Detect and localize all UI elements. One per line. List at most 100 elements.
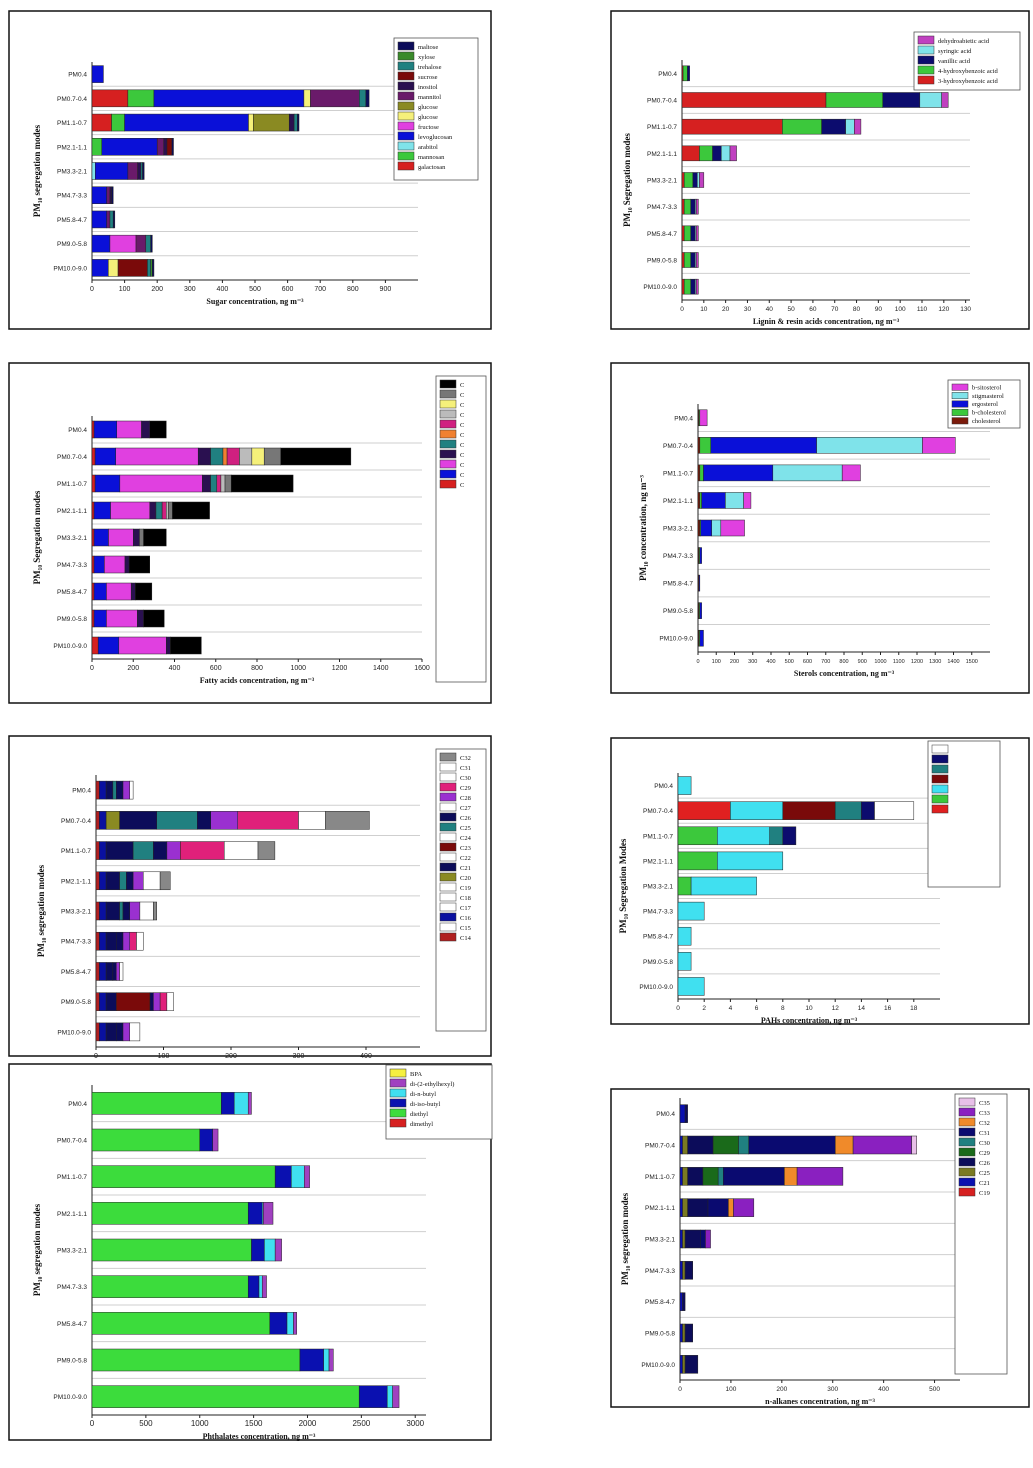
x-tick-label: 200 [225,1053,237,1060]
bar-segment [110,501,150,520]
legend-swatch [439,922,457,932]
legend-label: C24 [460,835,472,842]
bar-segment [679,1104,686,1123]
bar-segment [681,252,685,268]
x-tick-label: 2 [702,1005,706,1012]
legend-swatch [397,151,415,161]
bar-segment [216,474,222,493]
legend-label: C26 [979,1160,991,1167]
bar-segment [695,225,699,242]
bar-segment [99,841,107,860]
bar-segment [112,780,117,800]
x-tick-label: 130 [960,306,971,313]
x-tick-label: 600 [210,665,222,672]
legend-label: C23 [460,845,471,852]
bar-segment [687,1167,704,1186]
bar-segment [677,851,718,871]
legend-swatch [951,392,969,400]
phthalates-chart: 0 500 1000 1500 2000 2500 3000 PM0.4 PM0.7-0.4 PM… [8,1063,493,1441]
legend-label: C28 [460,795,471,802]
bar-segment [700,1229,706,1249]
bar-segment [682,1292,686,1311]
bar-segment [129,931,137,951]
x-tick-label: 2000 [299,1419,317,1428]
bar-segment [684,1355,699,1374]
legend-swatch [439,792,457,802]
legend-swatch [958,1127,976,1137]
bar-segment [239,447,253,466]
x-tick-label: 1200 [911,659,923,665]
bar-segment [111,186,114,204]
bar-segment [233,1092,249,1115]
bar-segment [677,801,731,820]
bar-segment [139,901,154,921]
bar-segment [170,636,202,655]
category-label: PM3.3-2.1 [57,169,87,176]
bar-segment [93,582,107,601]
bar-segment [105,811,120,830]
bar-segment [941,92,949,108]
bar-segment [286,1312,294,1335]
bar-segment [150,234,153,253]
category-label: PM5.8-4.7 [57,217,87,224]
legend-label: di-(2-ethylhexyl) [410,1081,454,1088]
bar-segment [679,1261,683,1280]
bar-segment [116,992,151,1011]
bar-segment [147,259,151,277]
bar-segment [105,901,120,921]
category-label: PM10.0-9.0 [57,1029,91,1036]
x-axis-title: PAHs concentration, ng m⁻³ [761,1016,858,1025]
bar-segment [690,198,696,215]
bar-segment [93,609,107,628]
bar-segment [695,198,699,215]
legend-label: C21 [460,865,471,872]
legend-swatch [439,842,457,852]
bar-segment [119,901,124,921]
legend-swatch [397,111,415,121]
bar-segment [91,1312,271,1335]
legend-swatch [389,1078,407,1088]
x-tick-label: 80 [853,306,861,313]
bar-segment [699,547,702,564]
x-tick-label: 90 [875,306,883,313]
category-label: PM3.3-2.1 [643,884,673,891]
x-tick-label: 1500 [245,1419,263,1428]
bar-segment [682,1323,686,1343]
legend-swatch [439,912,457,922]
legend-label: C26 [460,815,472,822]
bar-segment [91,528,95,547]
bar-segment [772,464,843,482]
bar-segment [692,172,698,188]
bar-segment [677,876,692,896]
legend-label: maltose [418,44,438,51]
legend-swatch [397,41,415,51]
legend-swatch [439,439,457,449]
bar-segment [274,1165,292,1188]
bar-segment [684,1261,693,1280]
category-label: PM2.1-1.1 [61,878,91,885]
legend-label: C22 [460,855,471,862]
category-label: PM4.7-3.3 [645,1268,675,1275]
bar-segment [95,162,129,180]
bar-segment [137,162,142,180]
bar-segment [690,225,696,242]
bar-segment [91,474,96,493]
legend-swatch [439,852,457,862]
bar-segment [222,447,228,466]
legend-swatch [917,65,935,75]
bar-segment [171,138,174,156]
legend-label: C21 [979,1180,990,1187]
legend-label: C [460,432,464,439]
y-axis-title: PM₁₀ segregation modes [32,1203,42,1296]
bar-segment [106,582,132,601]
bar-segment [153,89,305,108]
bar-segment [111,113,125,132]
bar-segment [166,992,174,1011]
category-label: PM0.7-0.4 [647,98,677,105]
category-label: PM1.1-0.7 [645,1174,675,1181]
category-label: PM10.0-9.0 [53,265,87,272]
bar-segment [152,259,155,277]
category-label: PM0.4 [72,788,91,795]
bar-segment [99,901,107,921]
lignin-chart-panel: 0 10 20 30 40 50 60 70 80 90 100 110 120 130 PM0.4 PM0.… [610,10,1030,330]
